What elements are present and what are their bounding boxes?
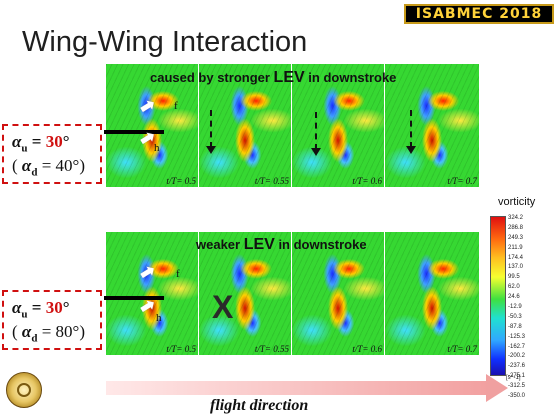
colorbar-title: vorticity xyxy=(498,196,536,208)
time-label: t/T= 0.6 xyxy=(352,176,382,186)
colorbar-tick-label: -275.1 xyxy=(508,373,526,380)
bottom-row-caption: weaker LEV in downstroke xyxy=(196,236,367,254)
alpha-symbol: α xyxy=(21,156,32,175)
time-label: t/T= 0.5 xyxy=(166,344,196,354)
colorbar-tick-label: 211.9 xyxy=(508,244,523,251)
alpha-subscript: u xyxy=(21,142,28,155)
alpha-symbol: α xyxy=(21,322,32,341)
colorbar-tick-label: 249.3 xyxy=(508,234,524,241)
colorbar-tick-label: 62.0 xyxy=(508,284,520,291)
colorbar-tick-label: -312.5 xyxy=(508,383,526,390)
forewing-label: f xyxy=(174,100,178,112)
colorbar-tick-label: -200.2 xyxy=(508,353,526,360)
reference-line-top xyxy=(104,130,164,134)
paren-close: ) xyxy=(79,322,86,341)
slide-title: Wing-Wing Interaction xyxy=(22,26,308,58)
down-arrow-icon xyxy=(406,110,416,154)
equals-sign: = xyxy=(37,322,56,341)
cfd-panel-top-2: t/T= 0.55 xyxy=(199,64,292,187)
colorbar-tick-label: -12.9 xyxy=(508,304,522,311)
alpha-symbol: α xyxy=(12,298,22,317)
colorbar-tick-label: 324.2 xyxy=(508,215,524,221)
forewing-label: f xyxy=(176,268,180,280)
colorbar-tick-label: -125.3 xyxy=(508,333,526,340)
paren-close: ) xyxy=(79,156,86,175)
x-mark: X xyxy=(212,289,234,325)
colorbar-unit: [s^-1] xyxy=(506,375,521,381)
alpha-u-value: 30 xyxy=(45,132,63,151)
hindwing-label: h xyxy=(154,142,160,154)
colorbar-tick-label: -50.3 xyxy=(508,313,522,320)
equals-sign: = xyxy=(37,156,56,175)
down-arrow-icon xyxy=(206,110,216,154)
colorbar-tick-label: 99.5 xyxy=(508,274,520,281)
alpha-symbol: α xyxy=(12,132,22,151)
alpha-d-line: ( αd = 40°) xyxy=(12,156,85,178)
angle-box-top: αu = 30° ( αd = 40°) xyxy=(2,124,102,184)
university-seal-logo xyxy=(6,372,42,408)
caption-text: caused by stronger xyxy=(150,70,274,85)
cfd-panel-top-1: t/T= 0.5 xyxy=(106,64,199,187)
colorbar-tick-label: 174.4 xyxy=(508,254,524,261)
equals-sign: = xyxy=(27,298,46,317)
cfd-panel-bottom-3: t/T= 0.6 xyxy=(292,232,385,355)
flight-arrowhead-icon xyxy=(486,374,508,402)
alpha-d-value: 40 xyxy=(55,156,73,175)
down-arrow-icon xyxy=(311,112,321,156)
alpha-d-value: 80 xyxy=(55,322,73,341)
top-row-caption: caused by stronger LEV in downstroke xyxy=(150,69,396,87)
colorbar-tick-label: -87.8 xyxy=(508,323,522,330)
degree-symbol: ° xyxy=(72,156,80,175)
colorbar-tick-label: -162.7 xyxy=(508,343,526,350)
conference-badge: ISABMEC 2018 xyxy=(404,4,554,24)
caption-text: in downstroke xyxy=(304,70,397,85)
caption-lev: LEV xyxy=(273,69,305,86)
cfd-panel-top-3: t/T= 0.6 xyxy=(292,64,385,187)
alpha-u-value: 30 xyxy=(45,298,63,317)
time-label: t/T= 0.5 xyxy=(166,176,196,186)
time-label: t/T= 0.55 xyxy=(254,176,289,186)
cfd-panel-top-4: t/T= 0.7 xyxy=(385,64,480,187)
time-label: t/T= 0.7 xyxy=(447,344,477,354)
paren-open: ( xyxy=(12,322,22,341)
equals-sign: = xyxy=(27,132,46,151)
colorbar-tick-label: 24.6 xyxy=(508,294,520,301)
caption-text: weaker xyxy=(196,237,244,252)
caption-text: in downstroke xyxy=(274,237,367,252)
flight-direction-arrow xyxy=(106,381,488,395)
alpha-subscript: u xyxy=(21,308,28,321)
hindwing-label: h xyxy=(156,312,162,324)
cfd-panel-bottom-2: t/T= 0.55 xyxy=(199,232,292,355)
degree-symbol: ° xyxy=(62,132,70,151)
paren-open: ( xyxy=(12,156,22,175)
alpha-u-line: αu = 30° xyxy=(12,298,70,320)
degree-symbol: ° xyxy=(72,322,80,341)
colorbar-tick-label: 137.0 xyxy=(508,264,524,271)
alpha-d-line: ( αd = 80°) xyxy=(12,322,85,344)
reference-line-bottom xyxy=(104,296,164,300)
angle-box-bottom: αu = 30° ( αd = 80°) xyxy=(2,290,102,350)
colorbar-tick-label: -350.0 xyxy=(508,393,526,400)
alpha-u-line: αu = 30° xyxy=(12,132,70,154)
colorbar-tick-label: -237.6 xyxy=(508,363,526,370)
colorbar xyxy=(490,216,506,376)
colorbar-ticks: 324.2 286.8 249.3 211.9 174.4 137.0 99.5 62.0 24… xyxy=(508,214,538,402)
degree-symbol: ° xyxy=(62,298,70,317)
time-label: t/T= 0.6 xyxy=(352,344,382,354)
time-label: t/T= 0.55 xyxy=(254,344,289,354)
alpha-subscript: d xyxy=(31,332,38,345)
time-label: t/T= 0.7 xyxy=(447,176,477,186)
cfd-panel-bottom-4: t/T= 0.7 xyxy=(385,232,480,355)
flight-direction-label: flight direction xyxy=(210,397,309,414)
cfd-panel-bottom-1: t/T= 0.5 xyxy=(106,232,199,355)
caption-lev: LEV xyxy=(243,236,275,253)
alpha-subscript: d xyxy=(31,166,38,179)
colorbar-tick-label: 286.8 xyxy=(508,224,524,231)
